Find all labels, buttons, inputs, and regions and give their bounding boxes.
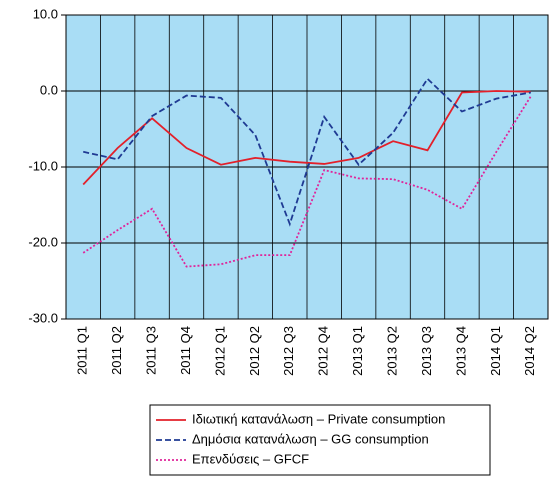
legend-label: Ιδιωτική κατανάλωση – Private consumptio…: [192, 411, 445, 426]
x-tick-label: 2011 Q1: [75, 326, 90, 375]
x-tick-label: 2014 Q1: [488, 326, 503, 376]
series-line: [83, 77, 531, 227]
legend-label: Επενδύσεις – GFCF: [192, 451, 309, 466]
x-tick-label: 2013 Q1: [350, 326, 365, 376]
x-tick-label: 2011 Q4: [178, 326, 193, 375]
legend-label: Δημόσια κατανάλωση – GG consumption: [192, 431, 429, 446]
y-tick-label: -10.0: [28, 158, 58, 173]
x-tick-label: 2011 Q2: [109, 326, 124, 375]
x-tick-label: 2013 Q4: [453, 326, 468, 376]
x-tick-label: 2011 Q3: [144, 326, 159, 375]
y-tick-label: -30.0: [28, 310, 58, 325]
series-line: [82, 95, 532, 268]
series-line: [82, 90, 531, 186]
x-tick-label: 2012 Q1: [212, 326, 227, 376]
x-tick-label: 2012 Q3: [281, 326, 296, 376]
x-tick-label: 2013 Q2: [385, 326, 400, 376]
x-tick-label: 2012 Q4: [316, 326, 331, 376]
y-tick-label: 10.0: [33, 6, 58, 21]
x-tick-label: 2012 Q2: [247, 326, 262, 376]
y-tick-label: 0.0: [40, 82, 58, 97]
y-tick-label: -20.0: [28, 234, 58, 249]
x-tick-label: 2014 Q2: [522, 326, 537, 376]
legend-box: [149, 404, 491, 476]
x-tick-label: 2013 Q3: [419, 326, 434, 376]
